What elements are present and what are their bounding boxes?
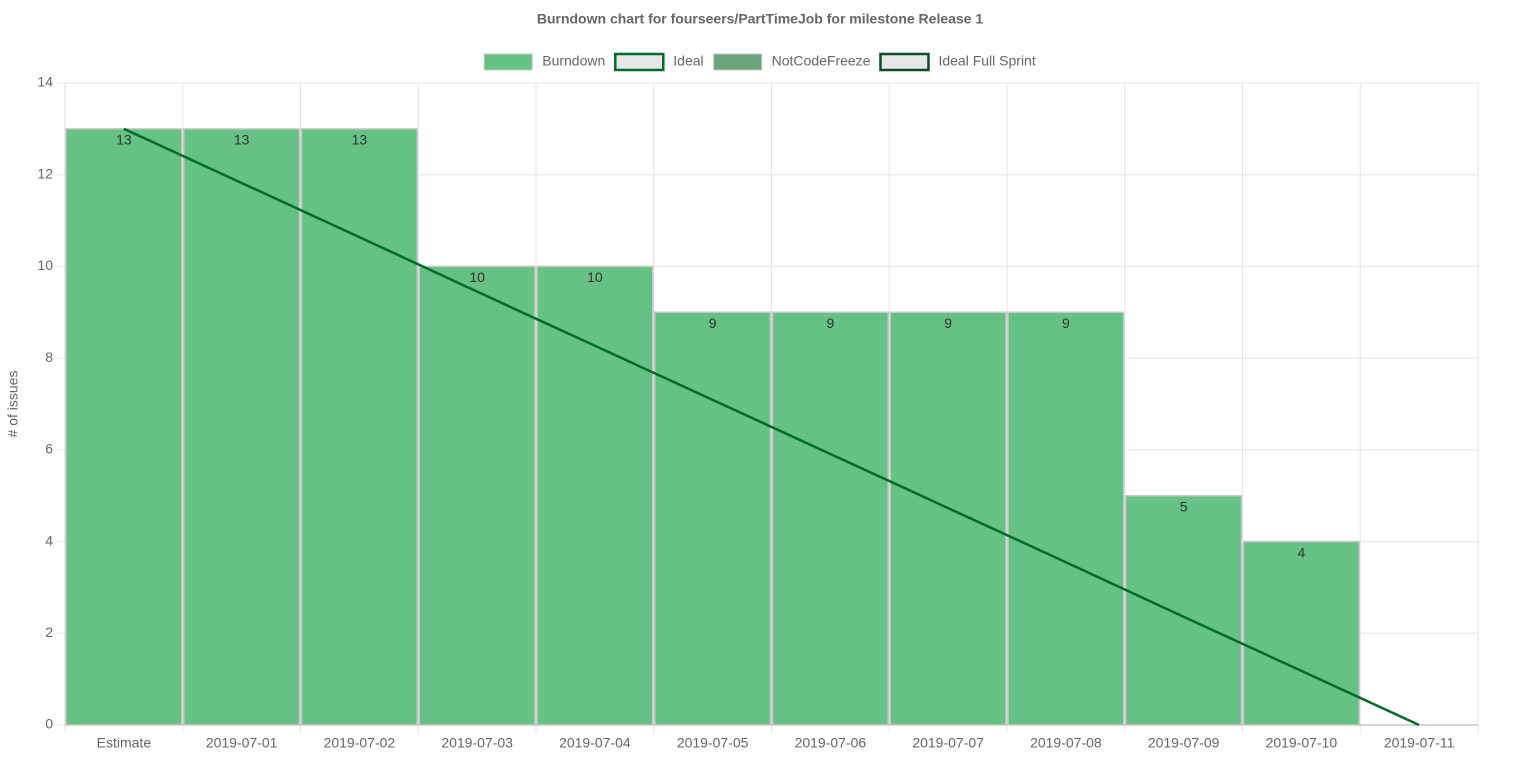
bar [654,311,772,726]
legend-swatch [483,53,533,71]
legend-label: Ideal [673,53,703,69]
y-tick-label: 10 [37,257,53,273]
legend-swatch [614,52,665,72]
y-tick-label: 2 [45,624,53,640]
bar [65,128,183,726]
x-tick-label: 2019-07-10 [1266,735,1338,751]
bar [1007,311,1125,726]
legend-label: Ideal Full Sprint [938,53,1035,69]
data-label: 9 [826,315,834,331]
y-tick-label: 4 [45,532,53,548]
legend-label: Burndown [542,53,605,69]
line [123,127,1420,727]
legend-item: Ideal Full Sprint [879,52,1036,72]
x-tick-label: 2019-07-01 [206,735,278,751]
x-tick-label: 2019-07-04 [559,735,631,751]
data-label: 13 [116,132,132,148]
data-label: 5 [1180,498,1188,514]
data-label: 9 [944,315,952,331]
x-tick-label: 2019-07-02 [324,735,396,751]
chart-title: Burndown chart for fourseers/PartTimeJob… [537,11,984,27]
legend-item: Ideal [614,52,704,72]
x-tick-label: 2019-07-06 [795,735,867,751]
x-tick-label: 2019-07-09 [1148,735,1220,751]
bar [889,311,1007,726]
x-tick-label: 2019-07-05 [677,735,749,751]
bar [771,311,889,726]
bar [536,265,654,726]
bar [300,128,418,726]
x-tick-label: 2019-07-03 [441,735,513,751]
legend-label: NotCodeFreeze [772,53,871,69]
legend-item: Burndown [483,53,605,71]
bar [1125,494,1243,726]
x-tick-label: 2019-07-08 [1030,735,1102,751]
y-axis-label: # of issues [5,371,21,438]
x-tick-label: 2019-07-11 [1384,735,1455,751]
data-label: 10 [587,269,603,285]
y-tick-label: 8 [45,349,53,365]
data-label: 9 [709,315,717,331]
data-label: 13 [352,132,368,148]
bar [1242,540,1360,726]
x-tick-label: 2019-07-07 [912,735,984,751]
data-label: 4 [1297,544,1305,560]
data-label: 9 [1062,315,1070,331]
bar [418,265,536,726]
legend-item: NotCodeFreeze [713,53,871,71]
legend: Burndown Ideal NotCodeFreeze Ideal Full Spr… [483,52,1036,72]
y-tick-label: 0 [45,716,53,732]
y-tick-label: 6 [45,441,53,457]
y-tick-label: 14 [37,74,53,90]
bar [183,128,301,726]
y-tick-label: 12 [37,165,53,181]
legend-swatch [879,52,930,72]
data-label: 10 [469,269,485,285]
x-tick-label: Estimate [97,735,152,751]
data-label: 13 [234,132,250,148]
legend-swatch [713,53,763,71]
